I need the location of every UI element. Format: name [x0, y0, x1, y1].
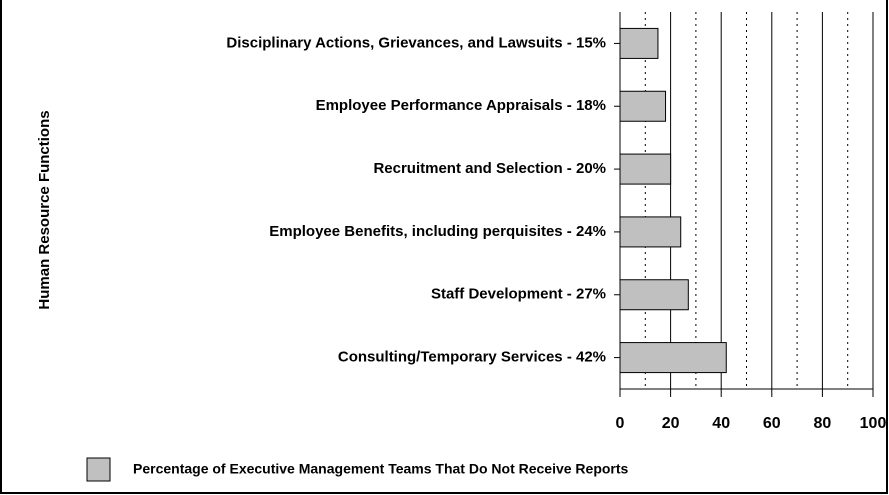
y-tick-label: Consulting/Temporary Services - 42% [338, 349, 606, 366]
bar [619, 27, 659, 59]
y-axis-label: Human Resource Functions [36, 110, 53, 309]
y-tick-label: Staff Development - 27% [431, 286, 606, 303]
x-tick-label: 20 [662, 415, 680, 432]
x-tick-label: 60 [763, 415, 781, 432]
x-tick-label: 100 [860, 415, 887, 432]
y-tick-label: Recruitment and Selection - 20% [373, 160, 606, 177]
x-tick-label: 40 [712, 415, 730, 432]
x-tick-label: 80 [814, 415, 832, 432]
legend-label: Percentage of Executive Management Teams… [133, 461, 629, 477]
y-tick-label: Disciplinary Actions, Grievances, and La… [226, 34, 606, 51]
legend-swatch [86, 457, 111, 482]
bar [619, 153, 672, 185]
x-tick-label: 0 [616, 415, 625, 432]
y-tick-label: Employee Benefits, including perquisites… [269, 223, 606, 240]
bar [619, 90, 667, 122]
bar [619, 216, 682, 248]
bar [619, 279, 689, 311]
y-tick-label: Employee Performance Appraisals - 18% [316, 97, 606, 114]
bar [619, 342, 727, 374]
